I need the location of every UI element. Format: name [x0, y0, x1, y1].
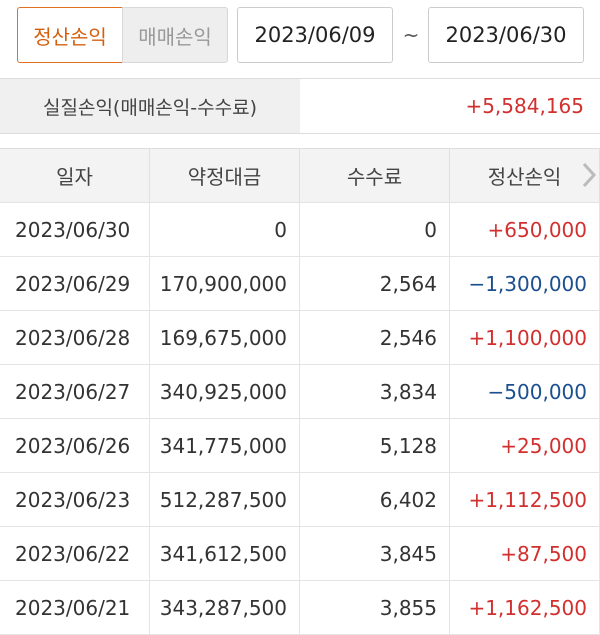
scroll-right-arrow[interactable]: [580, 160, 598, 190]
settlement-pl-cell: −1,300,000: [450, 257, 600, 311]
date-cell: 2023/06/29: [0, 257, 150, 311]
trade-amount-cell: 512,287,500: [150, 473, 300, 527]
settlement-pl-cell: +1,162,500: [450, 581, 600, 635]
trade-amount-cell: 341,775,000: [150, 419, 300, 473]
summary-value: +5,584,165: [465, 94, 584, 118]
settlement-pl-cell: +87,500: [450, 527, 600, 581]
tab-settlement[interactable]: 정산손익: [17, 7, 123, 63]
settlement-pl-cell: +650,000: [450, 203, 600, 257]
fee-cell: 6,402: [300, 473, 450, 527]
date-cell: 2023/06/21: [0, 581, 150, 635]
settlement-pl-cell: +1,100,000: [450, 311, 600, 365]
trade-amount-cell: 343,287,500: [150, 581, 300, 635]
column-header: 정산손익: [450, 149, 600, 203]
fee-cell: 0: [300, 203, 450, 257]
date-cell: 2023/06/22: [0, 527, 150, 581]
trade-amount-cell: 340,925,000: [150, 365, 300, 419]
date-cell: 2023/06/23: [0, 473, 150, 527]
column-header: 일자: [0, 149, 150, 203]
divider: [0, 133, 600, 134]
date-cell: 2023/06/27: [0, 365, 150, 419]
trade-amount-cell: 0: [150, 203, 300, 257]
screen: 정산손익 매매손익 2023/06/09 ~ 2023/06/30 실질손익(매…: [0, 7, 600, 635]
column-header: 약정대금: [150, 149, 300, 203]
trade-amount-cell: 341,612,500: [150, 527, 300, 581]
fee-cell: 3,834: [300, 365, 450, 419]
settlement-pl-cell: +1,112,500: [450, 473, 600, 527]
table: 일자 약정대금 수수료 정산손익 2023/06/30 0 0 +650,000 2023/06…: [0, 148, 600, 635]
fee-cell: 2,546: [300, 311, 450, 365]
column-header: 수수료: [300, 149, 450, 203]
fee-cell: 3,845: [300, 527, 450, 581]
tab-trading[interactable]: 매매손익: [122, 7, 228, 63]
date-separator: ~: [402, 23, 420, 47]
date-cell: 2023/06/26: [0, 419, 150, 473]
fee-cell: 2,564: [300, 257, 450, 311]
trade-amount-cell: 170,900,000: [150, 257, 300, 311]
fee-cell: 3,855: [300, 581, 450, 635]
fee-cell: 5,128: [300, 419, 450, 473]
date-from[interactable]: 2023/06/09: [237, 7, 393, 63]
divider: [0, 78, 600, 79]
summary-label: 실질손익(매매손익-수수료): [0, 79, 300, 133]
settlement-pl-cell: +25,000: [450, 419, 600, 473]
settlement-pl-cell: −500,000: [450, 365, 600, 419]
date-cell: 2023/06/30: [0, 203, 150, 257]
trade-amount-cell: 169,675,000: [150, 311, 300, 365]
date-to[interactable]: 2023/06/30: [428, 7, 584, 63]
date-cell: 2023/06/28: [0, 311, 150, 365]
